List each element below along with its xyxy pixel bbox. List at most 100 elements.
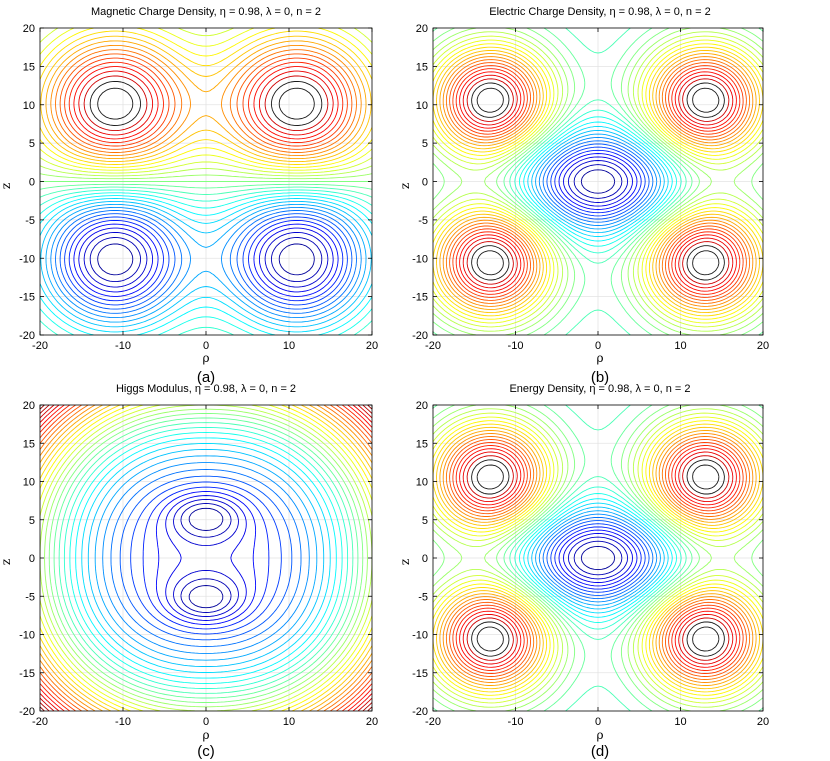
contour-line [40,405,372,711]
chart-title: Electric Charge Density, η = 0.98, λ = 0… [489,6,710,18]
contour-line [558,153,638,210]
contour-line [452,65,744,298]
y-tick-label: -15 [412,668,428,680]
y-tick-label: 10 [23,477,35,489]
contour-line [436,49,760,314]
contour-line [119,475,293,641]
contour-line [527,126,669,237]
contour-line [535,133,661,230]
contour-line [40,30,372,165]
contour-line [40,405,372,711]
contour-line [433,408,763,708]
y-tick-label: -5 [418,591,428,603]
contour-line [563,533,633,583]
contour-line [89,237,323,283]
contour-line [89,80,323,126]
contour-line [538,137,658,226]
contour-line [442,56,754,307]
x-tick-label: 0 [203,340,209,352]
chart-higgs-modulus: Higgs Modulus, η = 0.98, λ = 0, n = 2 -2… [0,383,378,760]
contour-line [64,57,348,147]
y-tick-label: 0 [422,553,428,565]
contour-line [514,109,682,254]
contour-line [40,189,372,335]
contour-line [40,28,372,174]
panel-caption: (b) [591,369,609,386]
contour-line [455,68,741,295]
contour-line [531,506,665,610]
y-tick-label: 15 [416,438,428,450]
panel-caption: (d) [591,743,609,760]
contour-line [442,433,754,683]
y-tick-label: -20 [19,706,35,718]
y-tick-label: 15 [416,61,428,73]
contour-line [130,481,282,635]
contour-line [40,192,372,335]
contour-line [40,405,372,711]
contour-group [40,405,372,711]
contour-line [554,149,642,214]
contour-line [535,510,661,606]
contour-line [40,28,372,177]
contour-line [40,405,372,711]
x-tick-label: 20 [757,340,769,352]
contour-line [69,432,343,684]
contour-line [538,513,658,603]
contour-line [83,75,329,132]
contour-line [40,28,372,168]
contour-line [542,140,654,223]
y-tick-label: 15 [23,438,35,450]
contour-line [40,405,372,711]
y-tick-label: -5 [25,215,35,227]
contour-line [546,143,650,220]
contour-line [518,116,678,247]
contour-line [449,62,747,301]
y-tick-label: 5 [422,515,428,527]
y-tick-label: -10 [412,630,428,642]
y-axis-label: z [398,183,412,189]
contour-line [40,405,372,711]
contour-line [40,405,372,711]
x-tick-label: 20 [366,716,378,728]
y-tick-label: -15 [412,292,428,304]
contour-line [523,121,673,242]
contour-line [433,416,763,700]
chart-magnetic-charge-density: Magnetic Charge Density, η = 0.98, λ = 0… [0,6,378,386]
contour-line [433,405,763,711]
contour-line [44,408,368,708]
y-tick-label: -15 [19,292,35,304]
x-tick-label: 0 [595,340,601,352]
contour-group [433,28,763,335]
y-tick-label: -10 [19,253,35,265]
contour-line [433,28,763,335]
contour-line [554,526,642,590]
contour-line [471,82,725,281]
contour-line [59,53,353,150]
x-tick-label: 20 [366,340,378,352]
contour-line [59,213,353,310]
contour-line [45,40,367,160]
contour-line [110,469,302,647]
contour-line [459,71,737,292]
y-axis-label: z [0,183,13,189]
contour-line [531,129,665,234]
y-tick-label: 0 [29,177,35,189]
contour-line [523,498,673,618]
contour-line [471,459,725,657]
x-axis-label: ρ [596,728,603,742]
y-tick-label: 20 [23,400,35,412]
contour-line [445,59,751,304]
contour-line [83,231,329,288]
contour-line [40,405,372,711]
contour-line [63,427,349,689]
y-tick-label: 20 [416,23,428,35]
contour-line [433,405,763,711]
contour-line [476,464,720,652]
x-tick-label: 10 [283,340,295,352]
plot-area: -20 -10 0 10 20 -20 -15 -10 -5 0 5 10 15 20 [19,23,378,352]
y-axis-label: z [0,559,13,565]
contour-line [81,443,331,673]
x-axis-label: ρ [596,351,603,365]
contour-line [68,220,344,302]
chart-title: Energy Density, η = 0.98, λ = 0, n = 2 [509,383,690,395]
